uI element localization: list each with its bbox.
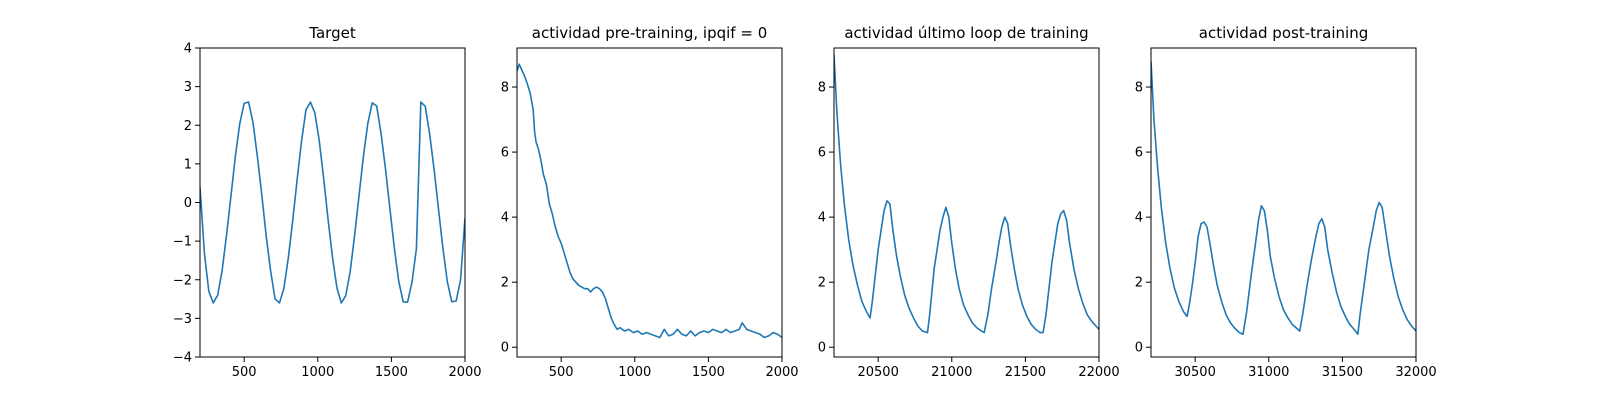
y-tick-label: 4 [501,211,509,226]
y-tick-label: 2 [501,276,509,291]
chart-title: Target [308,24,356,42]
y-tick-label: 6 [818,146,826,161]
y-tick-label: 8 [1135,81,1143,96]
y-tick-label: 0 [184,196,192,211]
y-tick-label: 6 [1135,146,1143,161]
series-line [1151,60,1416,336]
x-tick-label: 31500 [1322,365,1363,380]
y-tick-label: −3 [173,312,192,327]
subplot-post-training: actividad post-training 30500 31000 31500 32… [1135,24,1437,380]
axes-frame [833,47,1100,358]
y-tick-label: 3 [184,80,192,95]
y-tick-label: 4 [1135,211,1143,226]
x-tick-label: 1500 [375,365,408,380]
x-tick-label: 31000 [1248,365,1289,380]
series-line [517,63,782,339]
x-tick-label: 21500 [1005,365,1046,380]
axes-frame [199,47,466,358]
y-tick-label: 8 [818,81,826,96]
subplot-pre-training: actividad pre-training, ipqif = 0 500 1000… [501,24,799,380]
y-tick-label: −1 [173,235,192,250]
chart-title: actividad post-training [1199,24,1368,42]
y-tick-label: 8 [501,81,509,96]
y-tick-label: 0 [818,341,826,356]
series-line [200,101,465,304]
subplot-ultimo-loop: actividad último loop de training 20500 21… [818,24,1120,380]
x-tick-label: 30500 [1174,365,1215,380]
x-tick-label: 1000 [301,365,334,380]
x-tick-label: 1500 [692,365,725,380]
y-tick-label: 6 [501,146,509,161]
x-tick-label: 32000 [1395,365,1436,380]
x-tick-label: 22000 [1078,365,1119,380]
y-tick-label: 4 [818,211,826,226]
x-tick-label: 21000 [931,365,972,380]
x-tick-label: 2000 [765,365,798,380]
x-tick-label: 2000 [448,365,481,380]
y-tick-label: 2 [818,276,826,291]
y-tick-label: −2 [173,273,192,288]
y-tick-label: 1 [184,157,192,172]
x-tick-label: 20500 [857,365,898,380]
chart-title: actividad último loop de training [844,24,1088,42]
subplot-target: Target 500 1000 1500 2000 −4 −3 −2 −1 0 1 2 3 4 [173,24,482,380]
chart-title: actividad pre-training, ipqif = 0 [532,24,768,42]
x-tick-label: 1000 [618,365,651,380]
y-tick-label: 0 [501,341,509,356]
x-tick-label: 500 [232,365,257,380]
axes-frame [1150,47,1417,358]
axes-frame [516,47,783,358]
x-tick-label: 500 [549,365,574,380]
y-tick-label: 4 [184,42,192,57]
y-tick-label: 2 [1135,276,1143,291]
y-tick-label: 0 [1135,341,1143,356]
y-tick-label: −4 [173,351,192,366]
y-tick-label: 2 [184,119,192,134]
series-line [834,54,1099,334]
